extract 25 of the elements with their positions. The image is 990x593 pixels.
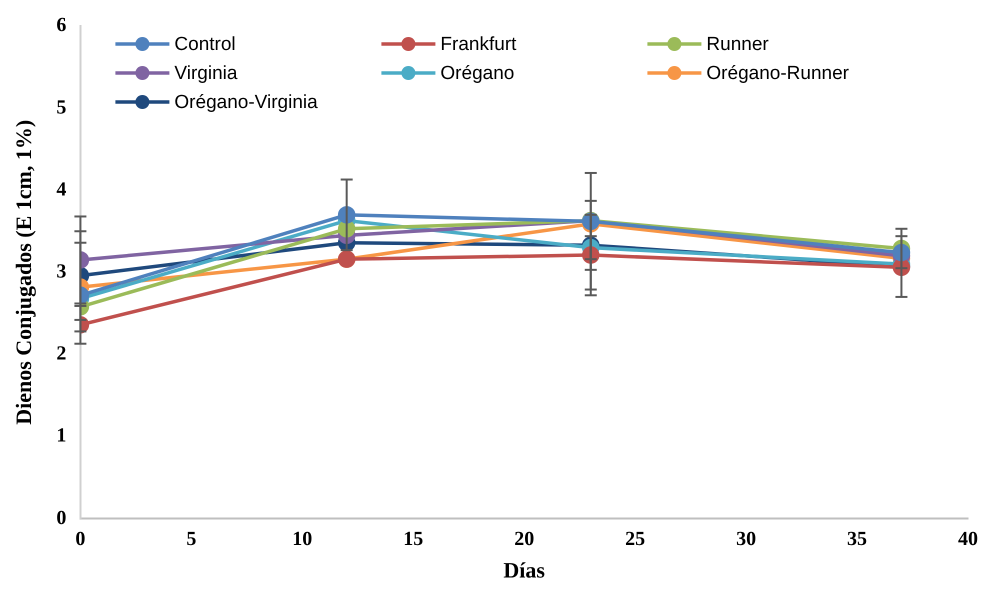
x-tick-label: 20 [514, 528, 534, 550]
x-tick-label: 15 [403, 528, 424, 550]
x-tick-label: 35 [847, 528, 868, 550]
x-axis-title: Días [503, 557, 546, 582]
legend-label: Orégano-Runner [706, 63, 850, 84]
legend-label: Frankfurt [440, 34, 518, 56]
y-axis-title: Dienos Conjugados (E 1cm, 1%) [10, 120, 36, 425]
x-tick-label: 25 [625, 528, 646, 550]
y-tick-label: 4 [56, 178, 66, 200]
y-tick-label: 3 [56, 260, 66, 282]
legend-label: Control [174, 34, 236, 56]
y-tick-label: 6 [56, 14, 66, 36]
y-tick-label: 5 [56, 96, 66, 118]
x-tick-label: 10 [292, 528, 312, 550]
legend-label: Orégano-Virginia [174, 92, 318, 114]
x-tick-label: 40 [958, 528, 978, 550]
x-tick-label: 5 [186, 528, 196, 550]
legend-label: Virginia [174, 63, 238, 84]
legend-label: Orégano [440, 63, 514, 84]
y-tick-label: 1 [56, 424, 66, 447]
y-tick-label: 0 [56, 506, 66, 529]
x-tick-label: 0 [75, 528, 86, 550]
y-tick-label: 2 [56, 342, 66, 365]
legend-label: Runner [706, 34, 770, 56]
x-tick-label: 30 [736, 528, 756, 550]
